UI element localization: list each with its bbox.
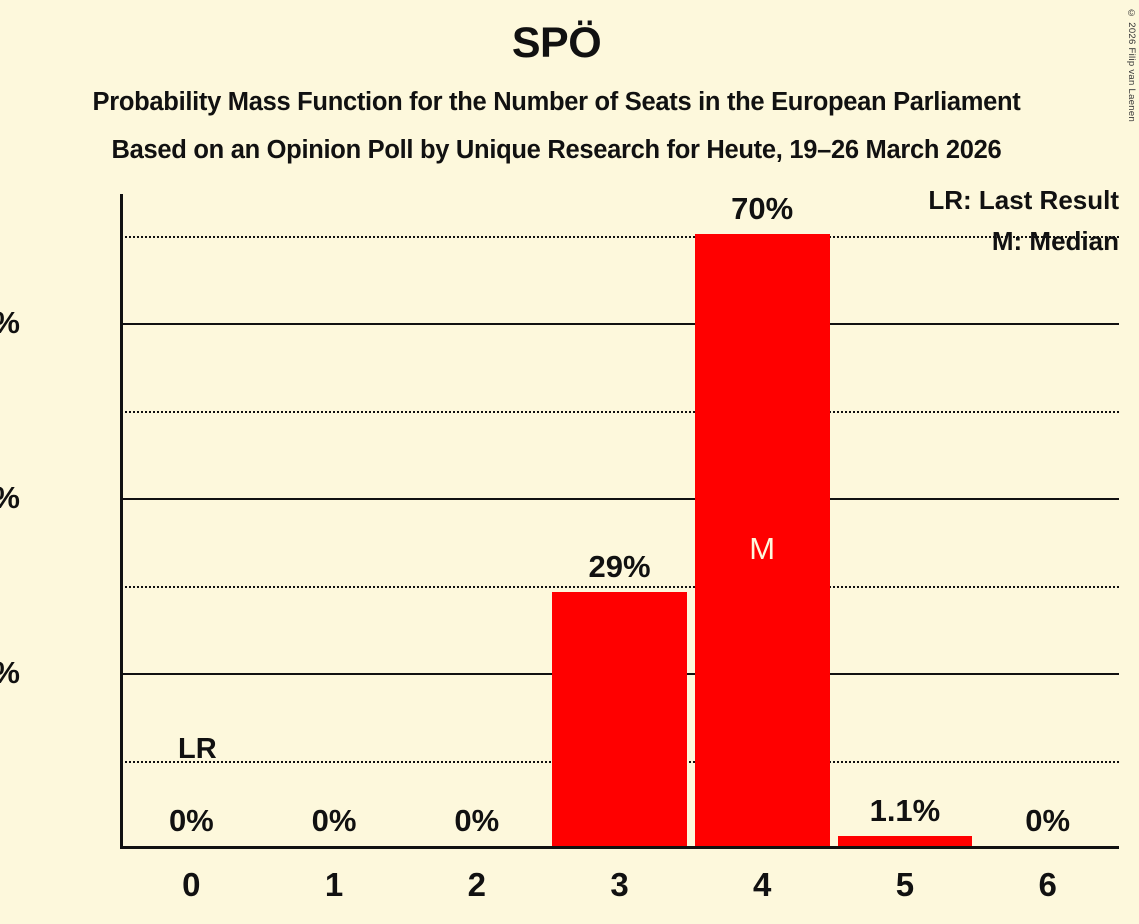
bar-value-label: 0% <box>168 803 214 838</box>
bar <box>837 836 973 846</box>
bar-value-label: 0% <box>454 803 500 838</box>
chart-subtitle-secondary: Based on an Opinion Poll by Unique Resea… <box>111 136 1002 164</box>
y-axis-tick-label: 20% <box>0 655 20 691</box>
y-axis-tick-label: 40% <box>0 480 20 516</box>
legend-item-last-result: LR: Last Result <box>928 185 1119 215</box>
x-axis-line <box>120 846 1119 849</box>
x-axis-tick-label: 2 <box>467 866 486 903</box>
bar-value-label: 0% <box>311 803 357 838</box>
bar <box>694 234 830 846</box>
page-title: SPÖ <box>511 19 602 67</box>
gridline-major <box>120 498 1119 501</box>
bar <box>552 592 687 846</box>
x-axis-tick-label: 0 <box>182 866 201 903</box>
bar-value-label: 70% <box>731 191 794 226</box>
legend-item-median: M: Median <box>991 226 1119 256</box>
median-marker: M <box>749 531 776 566</box>
plot-area <box>120 194 1119 849</box>
last-result-marker: LR <box>178 732 217 765</box>
gridline-major <box>120 323 1119 326</box>
gridline-minor <box>120 585 1119 588</box>
x-axis-tick-label: 4 <box>753 866 772 903</box>
bar-value-label: 0% <box>1025 803 1071 838</box>
y-axis-tick-label: 60% <box>0 305 20 341</box>
bar-value-label: 1.1% <box>869 793 941 829</box>
gridline-minor <box>120 236 1119 238</box>
chart-subtitle-primary: Probability Mass Function for the Number… <box>92 88 1021 116</box>
x-axis-tick-label: 3 <box>610 866 629 903</box>
x-axis-tick-label: 5 <box>895 866 915 903</box>
gridline-minor <box>120 410 1119 413</box>
copyright-notice: © 2026 Filip van Laenen <box>1126 8 1137 123</box>
y-axis-line <box>120 194 123 848</box>
x-axis-tick-label: 6 <box>1038 866 1057 903</box>
bar-value-label: 29% <box>588 549 651 585</box>
x-axis-tick-label: 1 <box>324 866 344 903</box>
